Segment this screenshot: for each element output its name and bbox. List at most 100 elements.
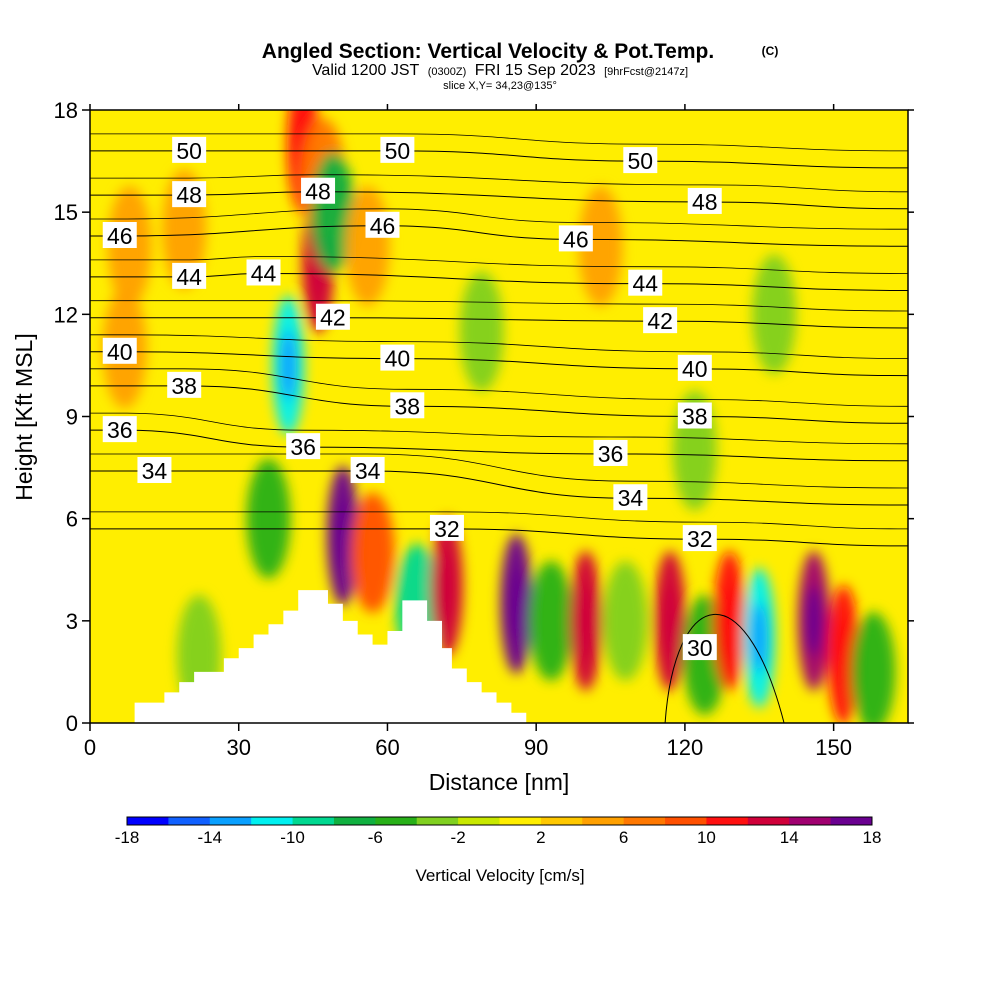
x-tick-label: 120 — [667, 735, 704, 760]
isentrope-label-text: 34 — [618, 485, 644, 511]
isentrope-34-minor — [90, 453, 908, 489]
isentrope-label-bg — [380, 344, 415, 371]
isentrope-46-minor — [90, 208, 908, 230]
y-tick-label: 3 — [66, 609, 78, 634]
isentrope-label-bg — [558, 225, 593, 252]
isentrope-label-text: 50 — [385, 138, 411, 164]
isentrope-label-bg — [365, 211, 400, 238]
isentrope-label-bg — [286, 433, 321, 460]
x-axis: 0 30 60 90 120 150 — [84, 104, 852, 760]
isentrope-label-bg — [172, 262, 207, 289]
colorbar-swatch — [747, 817, 790, 825]
colorbar-swatch — [292, 817, 335, 825]
isentrope-label-40: 40 — [677, 354, 712, 382]
velocity-core-16 — [508, 568, 525, 639]
velocity-core-21 — [662, 585, 679, 656]
colorbar-frame — [126, 816, 873, 826]
isentrope-label-30: 30 — [682, 634, 717, 661]
isentrope-label-44: 44 — [628, 269, 663, 297]
plot-area: 30 32 32 34 34 34 36 36 36 38 38 38 40 40 40 42 42 44 44 44… — [90, 110, 908, 723]
isentrope-label-bg — [677, 354, 712, 381]
isentrope-label-44: 44 — [172, 262, 207, 290]
y-tick-label: 15 — [54, 200, 78, 225]
isentrope-label-48: 48 — [687, 187, 722, 215]
isentrope-label-text: 32 — [434, 516, 460, 542]
isentrope-label-text: 32 — [687, 526, 713, 552]
velocity-core-24 — [751, 602, 768, 673]
chart-subtitle: Valid 1200 JST (0300Z) FRI 15 Sep 2023 [… — [312, 62, 688, 79]
isentrope-label-text: 50 — [176, 138, 202, 164]
isentrope-48-minor — [90, 174, 908, 193]
isentrope-label-46: 46 — [558, 225, 593, 252]
isentrope-label-38: 38 — [390, 392, 425, 419]
velocity-cell-4 — [246, 458, 291, 579]
colorbar-tick-label: 18 — [863, 828, 882, 847]
terrain — [90, 590, 527, 723]
isentrope-42-minor — [90, 300, 908, 312]
isentrope-label-bg — [390, 392, 425, 419]
isentrope-label-bg — [687, 187, 722, 214]
isentrope-36-minor — [90, 412, 908, 445]
colorbar-swatch — [499, 817, 542, 825]
colorbar-swatch — [623, 817, 666, 825]
isentrope-label-text: 36 — [107, 417, 133, 443]
isentrope-label-bg — [301, 177, 336, 204]
isentrope-label-34: 34 — [613, 484, 648, 511]
isentrope-label-38: 38 — [677, 402, 712, 430]
isentrope-50-minor — [90, 133, 908, 152]
isentrope-label-text: 38 — [682, 404, 708, 430]
isentrope-label-text: 48 — [176, 182, 202, 208]
isentrope-label-bg — [315, 303, 350, 330]
colorbar-tick-label: 2 — [536, 828, 545, 847]
isentrope-labels: 30 32 32 34 34 34 36 36 36 38 38 38 40 40 40 42 42 44 44 44… — [102, 136, 722, 661]
isentrope-label-48: 48 — [301, 177, 336, 205]
subtitle-date: FRI 15 Sep 2023 — [475, 62, 596, 79]
velocity-cell-17 — [529, 560, 574, 681]
isentrope-38-minor — [90, 368, 908, 407]
subtitle-forecast: [9hrFcst@2147z] — [604, 66, 688, 78]
velocity-core-18 — [577, 585, 594, 656]
isentrope-label-50: 50 — [623, 147, 658, 174]
colorbar-swatch — [540, 817, 583, 825]
colorbar-swatch — [458, 817, 500, 825]
velocity-core-25 — [805, 585, 822, 656]
velocity-field — [102, 110, 896, 723]
isentrope-label-bg — [167, 371, 202, 398]
y-tick-label: 6 — [66, 507, 78, 532]
isentrope-label-text: 48 — [692, 189, 718, 215]
isentrope-label-text: 42 — [320, 305, 346, 331]
colorbar-swatch — [665, 817, 707, 825]
isentrope-label-text: 38 — [394, 393, 420, 419]
isentrope-label-46: 46 — [102, 222, 137, 249]
colorbar-tick-label: -14 — [197, 828, 222, 847]
isentrope-30 — [664, 613, 785, 723]
isentrope-label-text: 46 — [370, 213, 396, 239]
isentrope-label-text: 44 — [176, 264, 202, 290]
x-tick-label: 90 — [524, 735, 548, 760]
isentrope-label-bg — [350, 456, 385, 483]
isentrope-label-42: 42 — [643, 307, 678, 334]
isentrope-label-42: 42 — [315, 303, 350, 331]
colorbar-swatch — [830, 817, 873, 825]
isentrope-label-34: 34 — [137, 456, 172, 484]
isentrope-label-bg — [102, 337, 137, 364]
isentrope-label-36: 36 — [286, 433, 321, 460]
colorbar-swatch — [251, 817, 294, 825]
isentrope-label-bg — [172, 181, 207, 208]
isentrope-label-text: 36 — [290, 434, 316, 460]
chart-title: Angled Section: Vertical Velocity & Pot.… — [262, 40, 714, 63]
isentrope-label-bg — [246, 259, 281, 286]
isentrope-label-text: 40 — [107, 339, 133, 365]
colorbar-tick-label: -6 — [368, 828, 383, 847]
isentrope-label-bg — [682, 525, 717, 552]
isentrope-label-bg — [102, 416, 137, 443]
colorbar-tick-label: 6 — [619, 828, 628, 847]
isentrope-42 — [90, 317, 908, 329]
isentrope-label-text: 50 — [627, 148, 653, 174]
isentrope-label-text: 34 — [355, 458, 381, 484]
y-tick-label: 9 — [66, 405, 78, 430]
chart-title-unit: (C) — [762, 44, 779, 58]
isentrope-label-bg — [623, 147, 658, 174]
isentrope-32 — [90, 528, 908, 547]
velocity-cell-15 — [459, 271, 504, 392]
